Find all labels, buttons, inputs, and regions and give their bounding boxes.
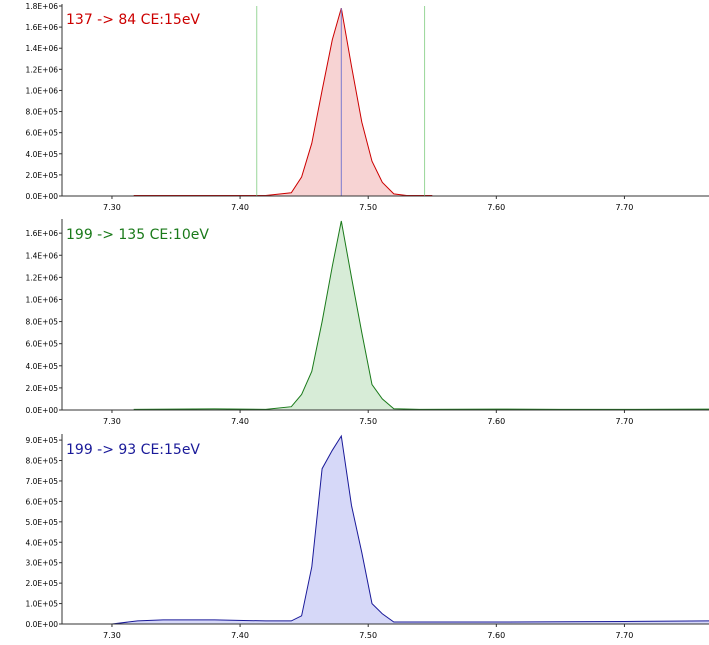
x-tick-label: 7.60 xyxy=(487,417,505,426)
x-tick-label: 7.70 xyxy=(616,417,634,426)
trace-line-2 xyxy=(133,220,709,410)
x-tick-label: 7.30 xyxy=(103,203,121,212)
y-tick-label: 9.0E+05 xyxy=(26,436,59,445)
x-tick-label: 7.50 xyxy=(359,631,377,640)
y-tick-label: 1.2E+06 xyxy=(26,65,59,74)
x-tick-label: 7.30 xyxy=(103,631,121,640)
y-tick-label: 1.6E+06 xyxy=(26,229,59,238)
peak-area-1 xyxy=(133,8,433,196)
x-tick-label: 7.60 xyxy=(487,631,505,640)
y-tick-label: 0.0E+00 xyxy=(26,406,59,415)
x-tick-label: 7.50 xyxy=(359,203,377,212)
x-tick-label: 7.70 xyxy=(616,631,634,640)
y-tick-label: 5.0E+05 xyxy=(26,518,59,527)
y-tick-label: 4.0E+05 xyxy=(26,362,59,371)
y-tick-label: 6.0E+05 xyxy=(26,340,59,349)
trace-line-1 xyxy=(133,7,433,196)
x-tick-label: 7.40 xyxy=(231,417,249,426)
y-tick-label: 1.8E+06 xyxy=(26,2,59,11)
y-tick-label: 8.0E+05 xyxy=(26,318,59,327)
y-tick-label: 1.6E+06 xyxy=(26,23,59,32)
peak-area-3 xyxy=(112,436,709,624)
y-tick-label: 3.0E+05 xyxy=(26,559,59,568)
x-tick-label: 7.40 xyxy=(231,203,249,212)
x-tick-label: 7.30 xyxy=(103,417,121,426)
panel-title-3: 199 -> 93 CE:15eV xyxy=(66,442,200,458)
trace-line-3 xyxy=(111,434,709,625)
y-tick-label: 1.0E+06 xyxy=(26,86,59,95)
panel-title-1: 137 -> 84 CE:15eV xyxy=(66,12,200,28)
y-tick-label: 4.0E+05 xyxy=(26,538,59,547)
y-tick-label: 7.0E+05 xyxy=(26,477,59,486)
x-tick-label: 7.50 xyxy=(359,417,377,426)
y-tick-label: 0.0E+00 xyxy=(26,620,59,629)
y-tick-label: 8.0E+05 xyxy=(26,457,59,466)
y-tick-label: 4.0E+05 xyxy=(26,150,59,159)
y-tick-label: 1.4E+06 xyxy=(26,44,59,53)
y-tick-label: 2.0E+05 xyxy=(26,384,59,393)
y-tick-label: 2.0E+05 xyxy=(26,171,59,180)
y-tick-label: 2.0E+05 xyxy=(26,579,59,588)
y-tick-label: 1.0E+06 xyxy=(26,295,59,304)
x-tick-label: 7.70 xyxy=(616,203,634,212)
y-tick-label: 1.4E+06 xyxy=(26,251,59,260)
y-tick-label: 1.2E+06 xyxy=(26,273,59,282)
peak-area-2 xyxy=(133,221,709,410)
y-tick-label: 0.0E+00 xyxy=(26,192,59,201)
y-tick-label: 6.0E+05 xyxy=(26,129,59,138)
x-tick-label: 7.40 xyxy=(231,631,249,640)
y-tick-label: 8.0E+05 xyxy=(26,108,59,117)
y-tick-label: 1.0E+05 xyxy=(26,600,59,609)
x-tick-label: 7.60 xyxy=(487,203,505,212)
panel-title-2: 199 -> 135 CE:10eV xyxy=(66,227,209,243)
y-tick-label: 6.0E+05 xyxy=(26,497,59,506)
